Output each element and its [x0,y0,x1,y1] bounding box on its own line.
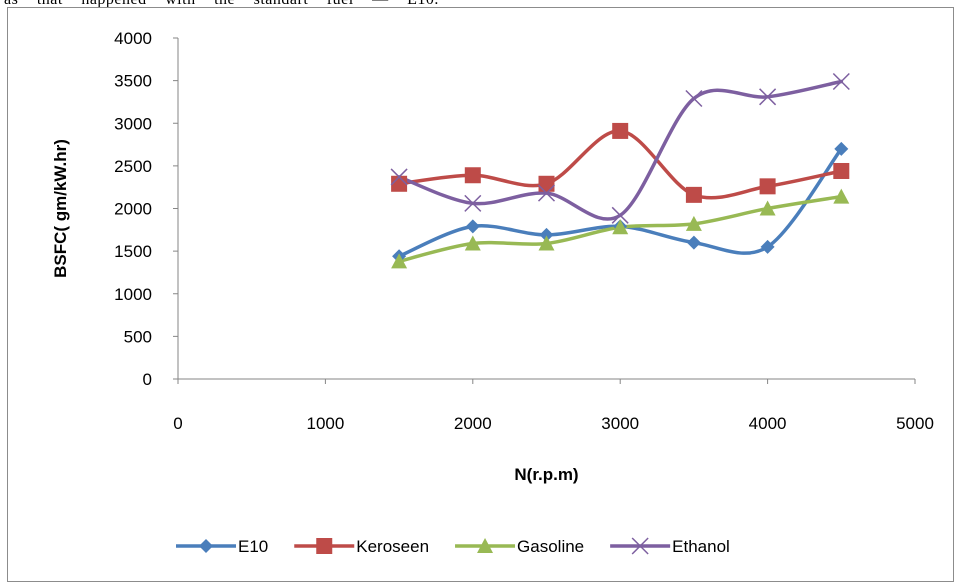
y-tick-label: 1000 [114,285,152,304]
data-point-keroseen [391,175,408,192]
data-point-e10 [465,219,480,234]
legend-label-ethanol: Ethanol [672,537,730,556]
y-axis-title: BSFC( gm/kW.hr) [51,139,70,278]
data-point-e10 [834,141,849,156]
legend-marker-e10 [199,539,213,553]
data-point-ethanol [464,194,482,212]
data-point-gasoline [612,219,629,235]
data-point-ethanol [390,168,408,186]
x-tick-label: 2000 [454,414,492,433]
legend-item-e10: E10 [176,537,268,556]
data-point-gasoline [464,235,481,251]
data-point-ethanol [611,206,629,224]
top-text-fragment: as that happened with the standart fuel … [4,0,439,9]
data-point-gasoline [391,253,408,269]
legend-label-keroseen: Keroseen [356,537,429,556]
data-point-keroseen [833,162,850,179]
y-tick-label: 2000 [114,200,152,219]
legend-label-gasoline: Gasoline [517,537,584,556]
data-point-ethanol [537,184,556,202]
data-point-keroseen [464,167,481,184]
legend: E10 Keroseen Gasoline Ethanol [176,537,730,556]
data-point-gasoline [759,200,776,216]
data-point-e10 [686,235,701,250]
x-tick-label: 4000 [749,414,787,433]
data-point-gasoline [538,235,555,251]
data-point-e10 [760,239,775,254]
data-point-keroseen [759,178,776,195]
y-axis-ticks: 0 500 1000 1500 2000 2500 3000 3500 4000 [114,29,178,389]
x-axis-title: N(r.p.m) [514,465,578,484]
legend-marker-gasoline [477,538,494,553]
legend-marker-ethanol [631,537,649,555]
y-tick-label: 500 [124,327,152,346]
y-tick-label: 2500 [114,157,152,176]
data-point-keroseen [685,186,702,203]
y-tick-label: 3500 [114,72,152,91]
series-markers [390,72,850,269]
y-tick-label: 0 [143,370,152,389]
y-tick-label: 4000 [114,29,152,48]
x-tick-label: 1000 [306,414,344,433]
legend-item-gasoline: Gasoline [455,537,584,556]
series-line-ethanol [397,79,844,221]
legend-item-ethanol: Ethanol [610,537,730,556]
data-point-e10 [539,227,554,242]
legend-label-e10: E10 [238,537,268,556]
legend-marker-keroseen [316,538,333,554]
y-tick-label: 3000 [114,114,152,133]
data-point-gasoline [685,215,702,231]
data-point-keroseen [612,122,629,139]
data-point-gasoline [833,188,850,204]
legend-item-keroseen: Keroseen [294,537,429,556]
x-tick-label: 3000 [601,414,639,433]
x-tick-label: 0 [173,414,182,433]
data-point-ethanol [832,72,850,91]
data-point-ethanol [759,88,777,106]
data-point-keroseen [538,175,555,192]
y-tick-label: 1500 [114,242,152,261]
x-tick-label: 5000 [896,414,934,433]
x-axis-ticks: 0 1000 2000 3000 4000 5000 [173,379,934,433]
data-point-ethanol [685,89,703,108]
